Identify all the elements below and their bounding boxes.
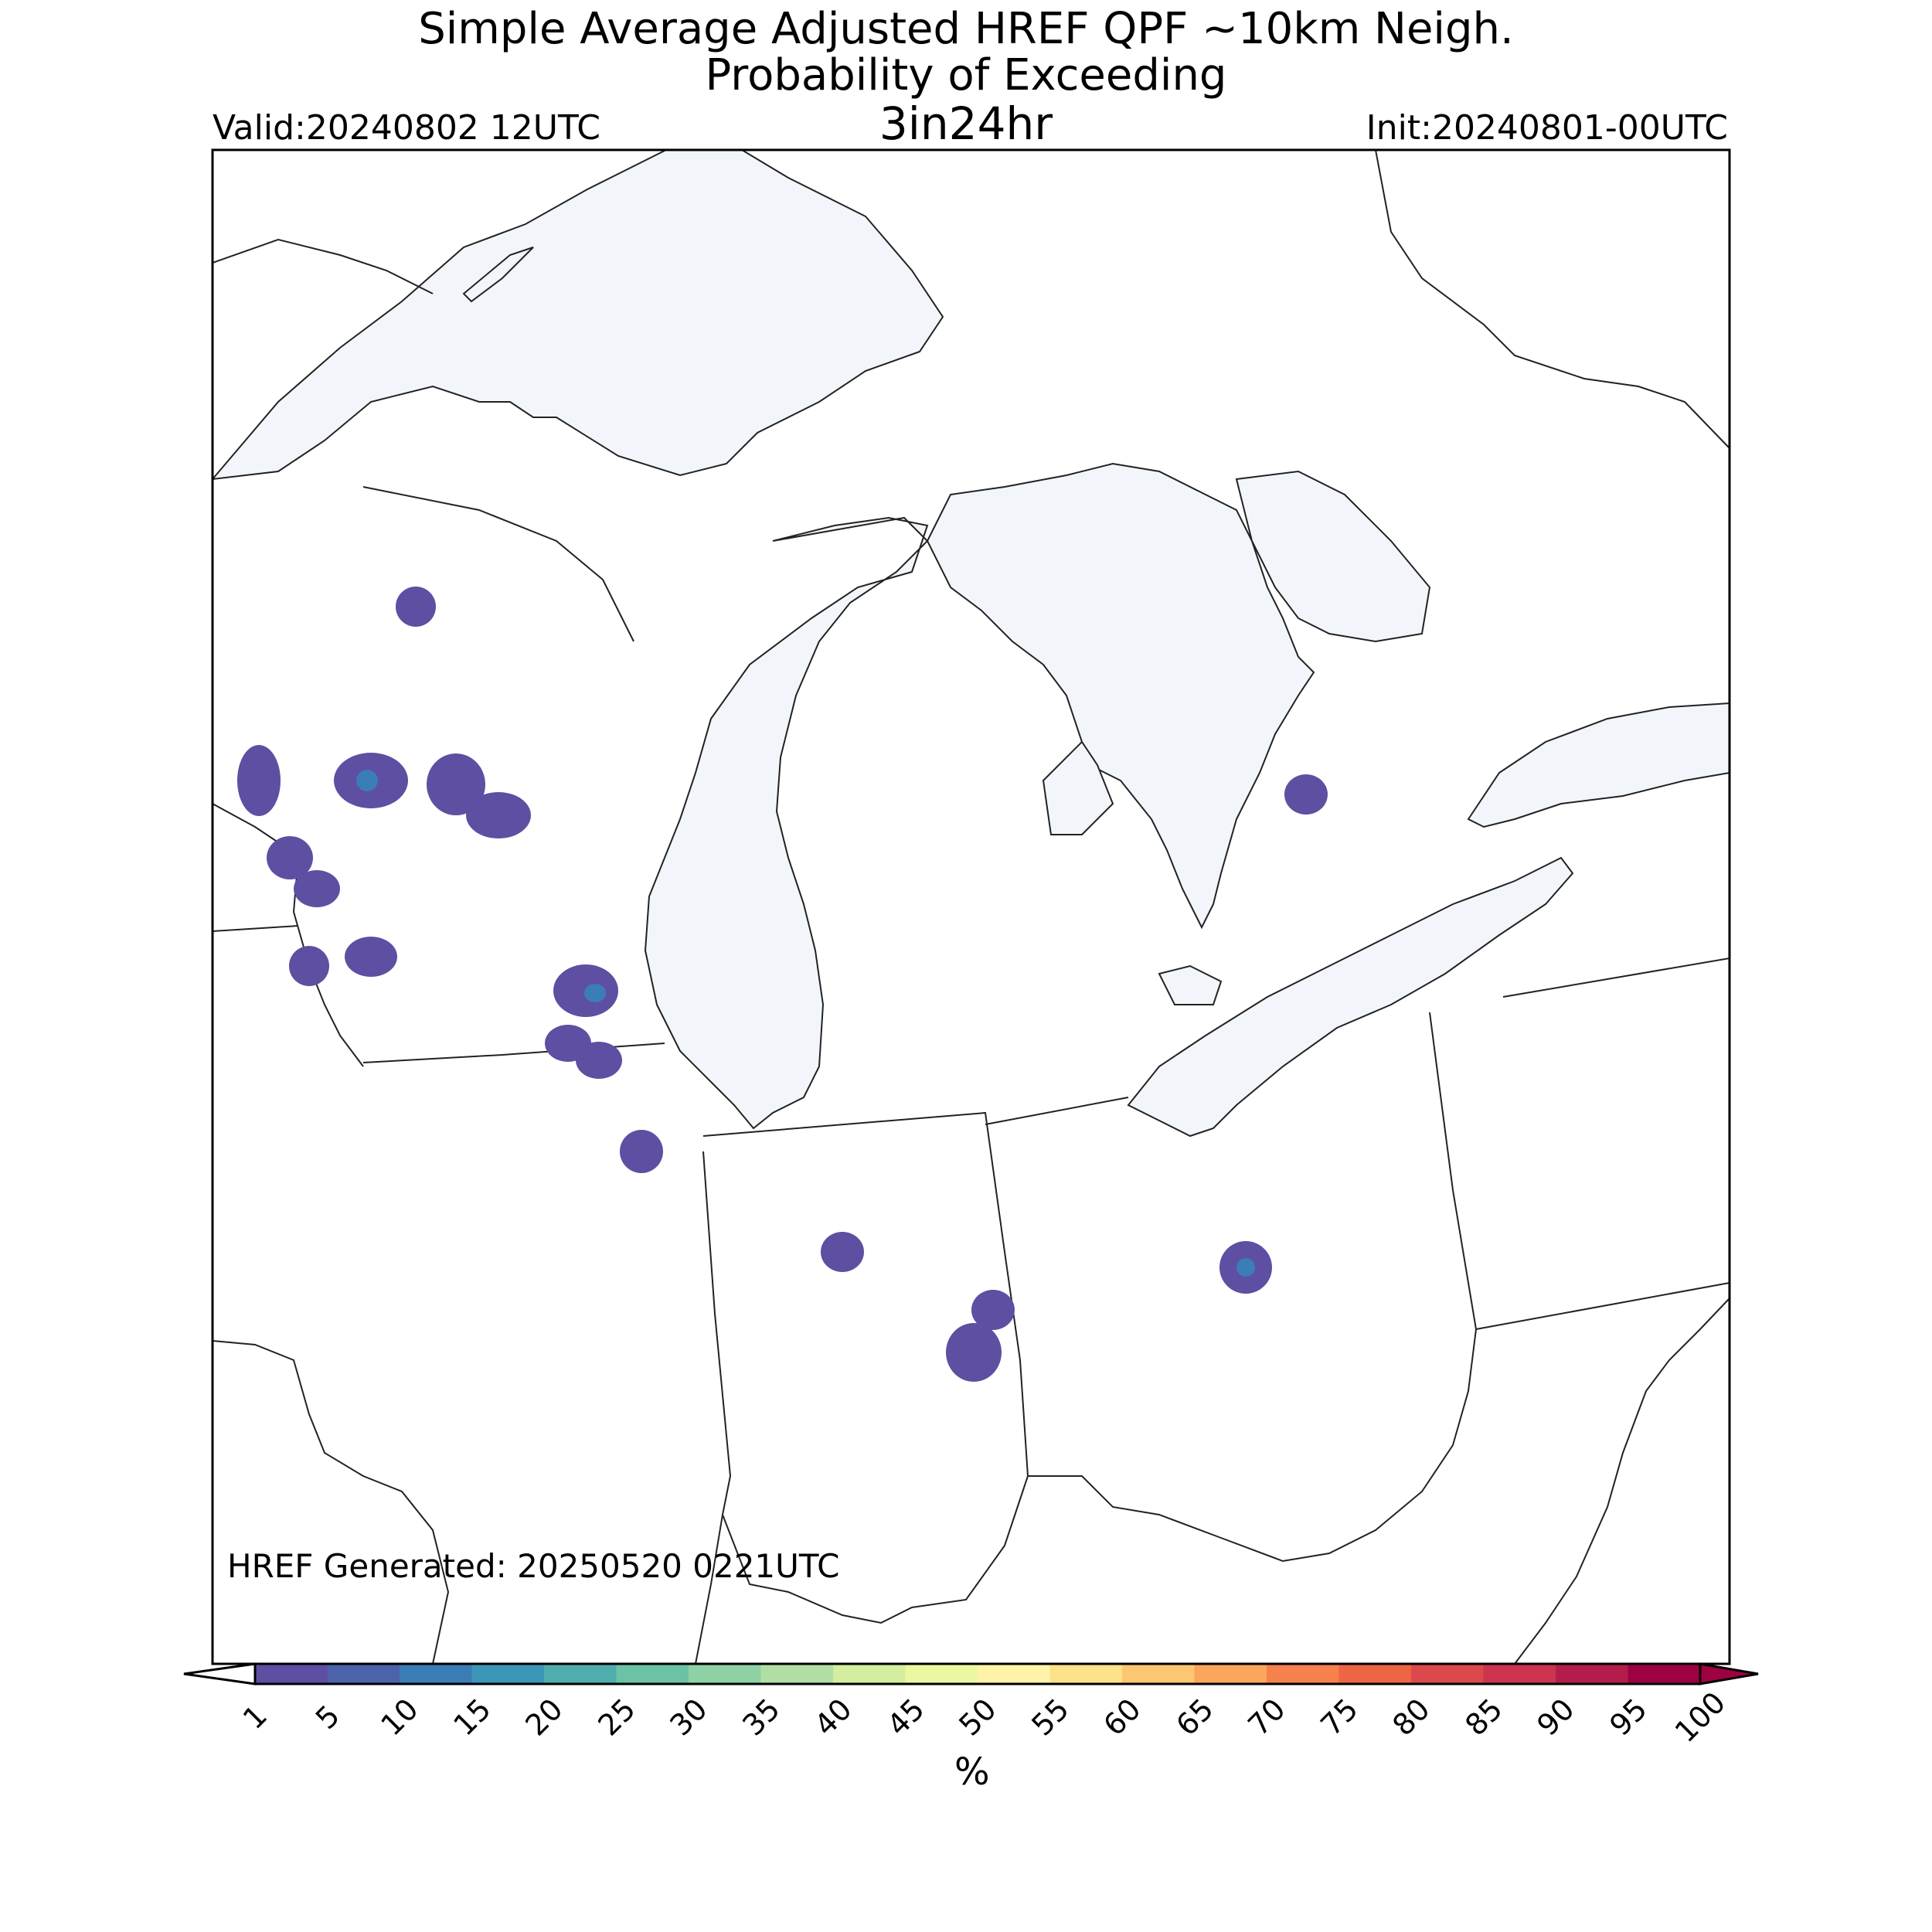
prob-blob: [294, 870, 340, 907]
colorbar-swatch: [400, 1664, 472, 1684]
colorbar-outline: [253, 1662, 1702, 1685]
lake-huron: [926, 462, 1315, 930]
in-mi-oh-border: [702, 1111, 1029, 1477]
colorbar-extend-low: [183, 1662, 257, 1685]
prob-blob: [356, 770, 378, 791]
prob-blob: [396, 587, 436, 627]
canada-border-north: [1375, 150, 1730, 449]
colorbar-swatch: [616, 1664, 689, 1684]
colorbar-unit-label: %: [954, 1750, 990, 1794]
in-ky-river: [722, 1475, 1029, 1624]
colorbar-swatch: [1628, 1664, 1701, 1684]
prob-blob: [946, 1323, 1002, 1382]
title-line-2: Probability of Exceeding: [705, 50, 1227, 100]
title-line-3: 3in24hr: [879, 97, 1053, 150]
ohio-river: [1028, 1328, 1477, 1563]
colorbar-swatch: [1411, 1664, 1484, 1684]
pa-ny-border: [1502, 957, 1730, 998]
prob-blob: [584, 984, 606, 1002]
lake-superior: [213, 150, 944, 481]
colorbar-swatch: [255, 1664, 328, 1684]
mississippi-river: [213, 1340, 450, 1664]
prob-blob: [1284, 774, 1328, 815]
colorbar-swatch: [1194, 1664, 1267, 1684]
great-lakes: [213, 150, 1730, 1138]
lake-michigan: [644, 516, 929, 1130]
colorbar-swatch: [1338, 1664, 1412, 1684]
prob-blob: [289, 946, 329, 986]
colorbar-swatch: [1267, 1664, 1339, 1684]
ia-border: [213, 925, 298, 932]
colorbar-swatch: [471, 1664, 545, 1684]
colorbar: [183, 1662, 1759, 1685]
wv-border: [1514, 1298, 1730, 1664]
oh-pa-border: [1429, 1012, 1477, 1330]
prob-blob: [345, 937, 397, 977]
colorbar-swatch: [1049, 1664, 1123, 1684]
colorbar-swatch: [327, 1664, 400, 1684]
colorbar-swatch: [544, 1664, 617, 1684]
colorbar-swatch: [1483, 1664, 1556, 1684]
il-in-border: [695, 1151, 732, 1664]
lake-nipigon-island: [462, 247, 534, 303]
generated-timestamp: HREF Generated: 20250520 0221UTC: [227, 1547, 840, 1585]
init-time-label: Init:20240801-00UTC: [1366, 108, 1728, 148]
prob-blob: [427, 753, 485, 815]
colorbar-swatch: [905, 1664, 978, 1684]
prob-blob: [466, 792, 531, 838]
colorbar-extend-high: [1699, 1662, 1759, 1685]
colorbar-swatch: [689, 1664, 761, 1684]
colorbar-swatch: [1556, 1664, 1628, 1684]
colorbar-swatch: [833, 1664, 906, 1684]
prob-blob: [576, 1042, 622, 1079]
georgian-bay: [1235, 470, 1431, 643]
probability-blobs: [237, 587, 1328, 1382]
colorbar-swatch: [1122, 1664, 1195, 1684]
valid-time-label: Valid:20240802 12UTC: [213, 108, 601, 148]
colorbar-swatch: [978, 1664, 1050, 1684]
pa-southern-border: [1475, 1282, 1730, 1330]
wi-up-border: [362, 486, 634, 642]
lake-ontario: [1467, 702, 1730, 828]
prob-blob: [1236, 1258, 1255, 1277]
minnesota-north: [213, 238, 434, 294]
prob-blob: [821, 1232, 864, 1272]
colorbar-swatch: [760, 1664, 834, 1684]
prob-blob: [971, 1290, 1015, 1330]
prob-blob: [620, 1130, 663, 1173]
lake-erie: [1127, 856, 1574, 1138]
state-borders: [213, 150, 1730, 1664]
prob-blob: [237, 745, 281, 816]
mi-oh-border: [985, 1097, 1129, 1125]
map-content: [213, 150, 1730, 1664]
saginaw-bay: [1042, 740, 1114, 835]
lake-st-clair: [1158, 964, 1223, 1005]
mn-wi-border: [213, 803, 364, 1067]
prob-blob: [267, 836, 313, 879]
title-line-1: Simple Average Adjusted HREF QPF ~10km N…: [418, 4, 1514, 54]
